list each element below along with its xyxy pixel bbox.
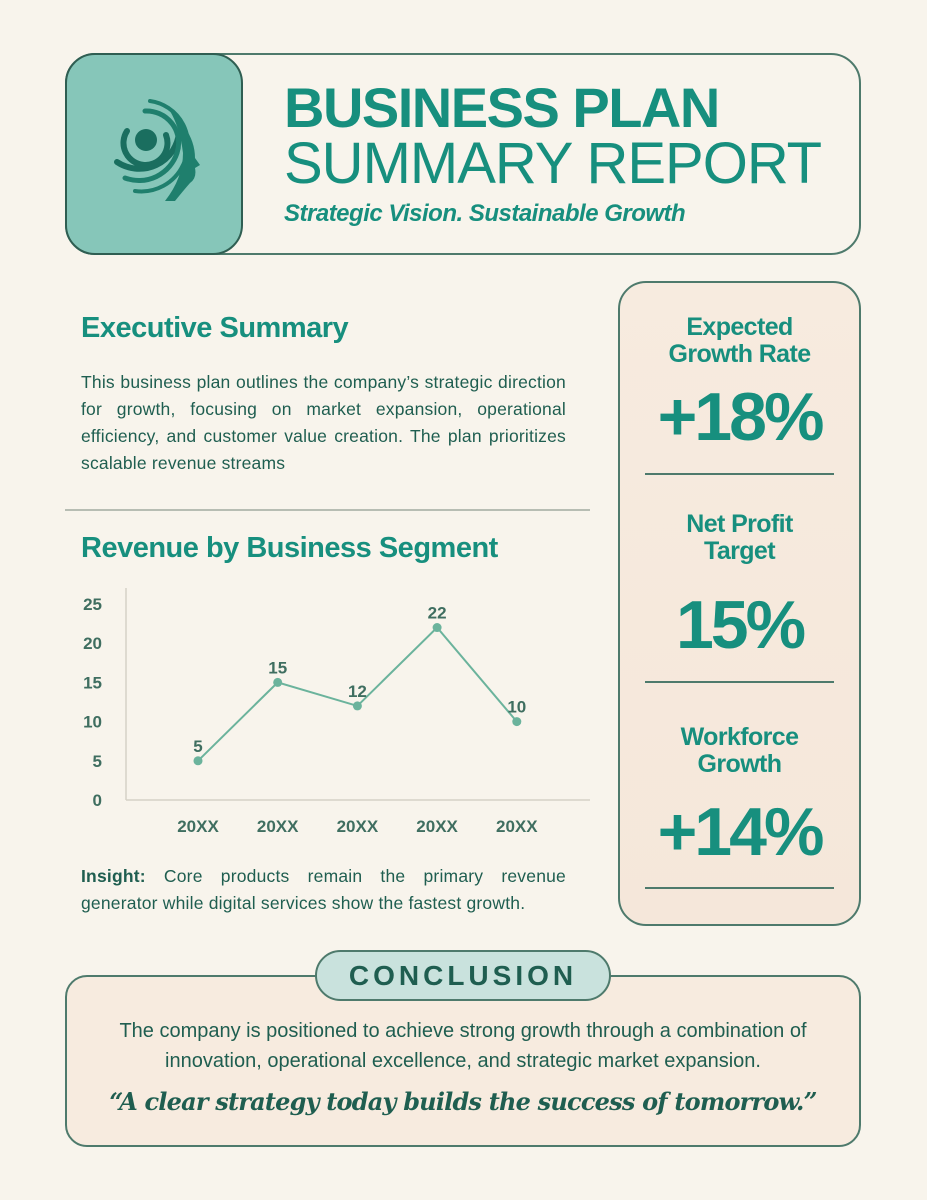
revenue-line-chart: 0 5 10 15 20 25 20XX 20XX 20XX 20XX 20XX 5 15 12 22 10 bbox=[83, 588, 590, 836]
data-point bbox=[273, 677, 283, 687]
x-tick-label: 20XX bbox=[337, 817, 379, 836]
kpi-value-workforce: +14% bbox=[657, 794, 825, 870]
conclusion-text: The company is positioned to achieve str… bbox=[119, 1020, 807, 1072]
data-label: 12 bbox=[348, 682, 367, 701]
data-label: 22 bbox=[428, 604, 447, 623]
kpi-divider bbox=[645, 473, 834, 475]
tagline: Strategic Vision. Sustainable Growth bbox=[284, 200, 686, 227]
kpi-label-net-profit: Net Profit Target bbox=[686, 510, 793, 565]
section-divider bbox=[65, 509, 590, 511]
data-label: 15 bbox=[268, 658, 287, 677]
data-point bbox=[352, 701, 362, 711]
insight-label: Insight: bbox=[81, 866, 146, 886]
logo bbox=[65, 53, 243, 255]
data-point bbox=[512, 717, 522, 727]
executive-summary-text: This business plan outlines the company’… bbox=[81, 372, 566, 473]
data-label: 10 bbox=[507, 698, 526, 717]
x-tick-label: 20XX bbox=[416, 817, 458, 836]
y-tick-label: 15 bbox=[83, 673, 102, 692]
kpi-label-workforce: Workforce Growth bbox=[680, 723, 799, 778]
kpi-divider bbox=[645, 681, 834, 683]
executive-summary-heading: Executive Summary bbox=[81, 312, 349, 344]
x-tick-label: 20XX bbox=[257, 817, 299, 836]
y-tick-label: 20 bbox=[83, 634, 102, 653]
title-line2: SUMMARY REPORT bbox=[284, 131, 822, 196]
data-label: 5 bbox=[193, 737, 202, 756]
insight-body: Core products remain the primary revenue… bbox=[81, 866, 566, 913]
conclusion-badge: CONCLUSION bbox=[315, 950, 611, 1001]
data-point bbox=[193, 756, 203, 766]
head-profile-logo-icon bbox=[114, 99, 200, 201]
x-tick-label: 20XX bbox=[496, 817, 538, 836]
title-line1: BUSINESS PLAN bbox=[284, 76, 720, 139]
kpi-value-net-profit: 15% bbox=[675, 587, 806, 663]
data-point bbox=[432, 623, 442, 633]
kpi-value-growth-rate: +18% bbox=[657, 379, 825, 455]
y-tick-label: 5 bbox=[93, 752, 102, 771]
conclusion-card bbox=[65, 975, 861, 1147]
y-tick-label: 10 bbox=[83, 713, 102, 732]
y-tick-label: 25 bbox=[83, 595, 102, 614]
kpi-panel bbox=[618, 281, 861, 926]
insight-text: Insight: Core products remain the primar… bbox=[81, 863, 566, 917]
y-tick-label: 0 bbox=[93, 791, 102, 810]
kpi-divider bbox=[645, 887, 834, 889]
x-tick-label: 20XX bbox=[177, 817, 219, 836]
chart-title: Revenue by Business Segment bbox=[81, 532, 498, 564]
conclusion-quote: “A clear strategy today builds the succe… bbox=[109, 1087, 817, 1116]
kpi-label-growth-rate: Expected Growth Rate bbox=[668, 313, 811, 368]
